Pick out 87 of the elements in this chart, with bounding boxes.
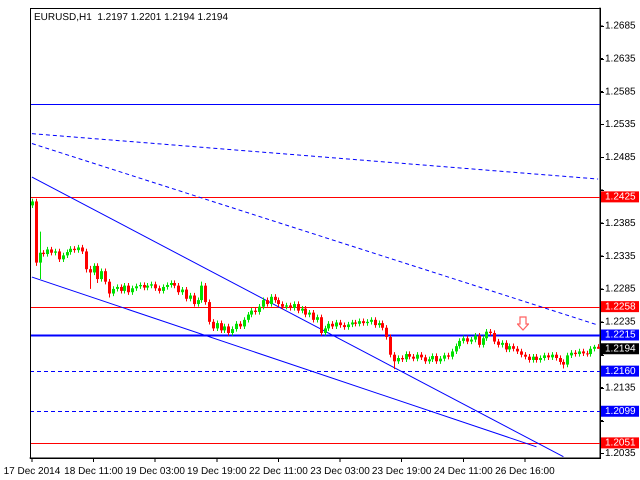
x-tick-label: 23 Dec 19:00 (372, 466, 432, 477)
candlestick (154, 281, 157, 292)
candlestick (216, 320, 219, 332)
candlestick (108, 278, 111, 298)
candlestick (31, 198, 34, 208)
candlestick (324, 325, 327, 336)
candlestick (177, 282, 180, 296)
candlestick (85, 248, 88, 273)
candlestick (231, 326, 234, 336)
y-tick-label: 1.2485 (605, 152, 636, 164)
y-tick-label: 1.2335 (605, 250, 636, 262)
candlestick (104, 268, 107, 285)
y-tick-label: 1.2585 (605, 86, 636, 98)
candlestick (112, 286, 115, 297)
candlestick (435, 352, 438, 364)
y-tick-label: 1.2135 (605, 382, 636, 394)
ref-line-label: 1.2160 (605, 366, 636, 377)
candlestick (120, 284, 123, 294)
candlestick (46, 246, 49, 258)
x-tick-label: 22 Dec 11:00 (249, 466, 308, 477)
candlestick (559, 354, 562, 366)
candlestick (220, 320, 223, 334)
candlestick (235, 320, 238, 332)
x-tick-label: 19 Dec 03:00 (125, 466, 186, 477)
candlestick (478, 332, 481, 348)
candlestick (93, 262, 96, 276)
ref-line-label: 1.2425 (605, 192, 636, 203)
candlestick (96, 262, 99, 284)
y-tick-label: 1.2035 (605, 448, 636, 460)
candlestick (212, 318, 215, 332)
candlestick (335, 319, 338, 330)
candlestick (405, 350, 408, 362)
candlestick (123, 282, 126, 294)
candlestick (385, 324, 388, 340)
y-tick-label: 1.2285 (605, 284, 636, 295)
candlestick (62, 252, 65, 262)
y-tick-label: 1.2635 (605, 53, 636, 64)
text: 1.2194 (605, 344, 636, 355)
candlestick (185, 286, 188, 302)
candlestick (270, 294, 273, 308)
x-tick-label: 19 Dec 19:00 (187, 466, 247, 477)
candlestick (58, 248, 61, 262)
candlestick (293, 300, 296, 312)
candlestick (320, 314, 323, 336)
candlestick (451, 348, 454, 360)
y-tick-label: 1.2385 (605, 218, 636, 229)
candlestick (89, 265, 92, 290)
candlestick (389, 334, 392, 358)
ref-line-label: 1.2051 (605, 438, 636, 449)
y-tick-label: 1.2685 (605, 20, 636, 32)
ref-line-label: 1.2099 (605, 406, 636, 418)
candlestick (262, 296, 265, 310)
candlestick (416, 352, 419, 362)
candlestick (589, 346, 592, 358)
candlestick (562, 358, 565, 370)
x-tick-label: 24 Dec 11:00 (434, 466, 494, 477)
candlestick (247, 311, 250, 323)
candlestick (204, 282, 207, 306)
x-tick-label: 26 Dec 16:00 (495, 466, 556, 477)
x-tick-label: 23 Dec 03:00 (310, 466, 370, 477)
y-tick-label: 1.2535 (605, 119, 636, 130)
x-tick-label: 17 Dec 2014 (4, 466, 61, 477)
candlestick (243, 316, 246, 330)
x-tick-label: 18 Dec 11:00 (64, 466, 124, 477)
candlestick (374, 316, 377, 328)
chart-title: EURUSD,H1 1.2197 1.2201 1.2194 1.2194 (34, 12, 228, 23)
candlestick (162, 284, 165, 294)
candlestick (381, 320, 384, 331)
candlestick (81, 244, 84, 255)
candlestick (100, 268, 103, 282)
candlestick (258, 304, 261, 316)
candlestick (327, 320, 330, 332)
candlestick (474, 332, 477, 343)
ref-line-label: 1.2215 (605, 330, 636, 341)
candlestick (493, 330, 496, 345)
ref-line-label: 1.2258 (605, 301, 636, 312)
candlestick (200, 281, 203, 304)
candlestick (505, 340, 508, 353)
candlestick (312, 309, 315, 323)
candlestick (39, 231, 42, 280)
candlestick (223, 323, 226, 334)
candlestick (227, 323, 230, 336)
candlestick (393, 352, 396, 370)
candlestick (127, 282, 130, 296)
candlestick (566, 352, 569, 368)
candlestick (424, 354, 427, 364)
y-tick-label: 1.2235 (605, 316, 636, 328)
